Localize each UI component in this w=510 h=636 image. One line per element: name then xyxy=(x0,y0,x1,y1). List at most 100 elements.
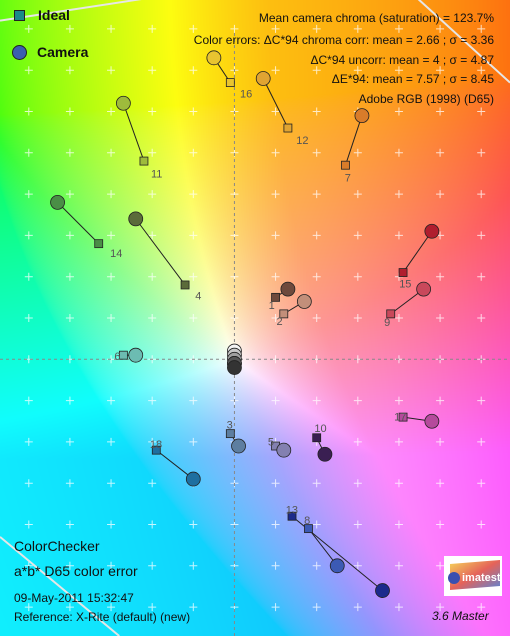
version-label: 3.6 Master xyxy=(432,609,489,623)
grid-cross xyxy=(148,190,157,199)
camera-marker xyxy=(416,281,432,297)
grid-cross xyxy=(107,561,116,570)
grid-cross xyxy=(107,437,116,446)
camera-marker xyxy=(317,446,333,462)
chart-date: 09-May-2011 15:32:47 xyxy=(14,591,134,605)
ideal-marker xyxy=(283,123,293,133)
patch-label: 5 xyxy=(268,437,274,449)
grid-cross xyxy=(189,148,198,157)
camera-marker xyxy=(329,558,345,574)
grid-cross xyxy=(189,190,198,199)
grid-cross xyxy=(312,479,321,488)
grid-cross xyxy=(394,603,403,612)
ideal-marker xyxy=(304,524,313,534)
patch-label: 1 xyxy=(269,300,275,312)
grid-cross xyxy=(24,603,33,612)
logo-text: imatest xyxy=(462,572,501,584)
camera-marker xyxy=(276,442,292,458)
grid-cross xyxy=(312,190,321,199)
grid-cross xyxy=(353,231,362,240)
grid-cross xyxy=(271,396,280,405)
camera-marker xyxy=(115,95,131,111)
grid-cross xyxy=(148,314,157,322)
legend-camera: Camera xyxy=(12,44,88,60)
grid-cross xyxy=(107,520,116,529)
grid-cross xyxy=(189,272,198,281)
grid-cross xyxy=(24,24,33,33)
grid-cross xyxy=(189,437,198,446)
patch-label: 16 xyxy=(240,89,252,101)
legend-ideal-label: Ideal xyxy=(38,7,70,23)
grid-cross xyxy=(230,24,239,33)
grid-cross xyxy=(148,231,157,240)
grid-cross xyxy=(107,314,116,322)
ideal-marker xyxy=(180,280,190,290)
grid-cross xyxy=(148,437,157,446)
grid-cross xyxy=(312,561,321,570)
grid-cross xyxy=(394,479,403,488)
patch-label: 11 xyxy=(151,168,162,180)
patch-label: 17 xyxy=(394,411,406,423)
legend-ideal: Ideal xyxy=(14,7,70,23)
grid-cross xyxy=(312,272,321,281)
ideal-marker xyxy=(118,350,128,360)
grid-cross xyxy=(65,479,74,488)
camera-marker xyxy=(424,413,440,429)
grid-cross xyxy=(436,437,445,446)
grid-cross xyxy=(189,396,198,405)
grid-cross xyxy=(353,479,362,488)
grid-cross xyxy=(148,148,157,157)
patch-label: 2 xyxy=(277,316,283,328)
camera-marker xyxy=(50,194,65,210)
grid-cross xyxy=(436,479,445,488)
patch-label: 15 xyxy=(399,278,411,290)
ideal-marker xyxy=(279,309,289,319)
grid-cross xyxy=(65,437,74,446)
grid-cross xyxy=(24,148,33,157)
grid-cross xyxy=(189,603,198,612)
grid-cross xyxy=(271,479,280,488)
grid-cross xyxy=(65,66,74,75)
grid-cross xyxy=(189,24,198,33)
ideal-marker xyxy=(225,429,235,439)
camera-marker xyxy=(354,108,370,124)
patch-label: 6 xyxy=(114,351,120,363)
ideal-marker xyxy=(287,511,297,521)
imatest-logo: imatest xyxy=(444,556,502,596)
error-line xyxy=(57,202,100,245)
grid-cross xyxy=(65,24,74,33)
grid-cross xyxy=(477,520,486,529)
grid-cross xyxy=(271,107,280,116)
grid-cross xyxy=(312,520,321,529)
grid-cross xyxy=(107,24,116,33)
grid-cross xyxy=(189,66,198,75)
grid-cross xyxy=(65,148,74,157)
camera-marker xyxy=(128,347,144,363)
grid-cross xyxy=(148,107,157,116)
grid-cross xyxy=(436,272,445,281)
error-line xyxy=(345,115,363,166)
camera-marker xyxy=(185,471,201,487)
stats-chroma-corr: Color errors: ΔC*94 chroma corr: mean = … xyxy=(193,33,494,47)
grid-cross xyxy=(107,148,116,157)
grid-cross xyxy=(353,66,362,75)
grid-cross xyxy=(107,190,116,199)
ideal-marker xyxy=(139,156,149,166)
grid-cross xyxy=(189,520,198,529)
grid-cross xyxy=(148,396,157,405)
grid-cross xyxy=(353,437,362,446)
grid-cross xyxy=(312,396,321,405)
stats-chroma-uncorr: ΔC*94 uncorr: mean = 4 ; σ = 4.87 xyxy=(310,53,494,67)
grid-cross xyxy=(477,314,486,322)
grid-cross xyxy=(477,479,486,488)
grid-cross xyxy=(477,107,486,116)
grid-cross xyxy=(65,314,74,322)
patch-label: 3 xyxy=(227,420,233,432)
grid-cross xyxy=(394,107,403,116)
grid-cross xyxy=(24,520,33,529)
grid-cross xyxy=(436,603,445,612)
grid-cross xyxy=(24,437,33,446)
grid-cross xyxy=(107,66,116,75)
legend-camera-marker xyxy=(12,44,27,60)
